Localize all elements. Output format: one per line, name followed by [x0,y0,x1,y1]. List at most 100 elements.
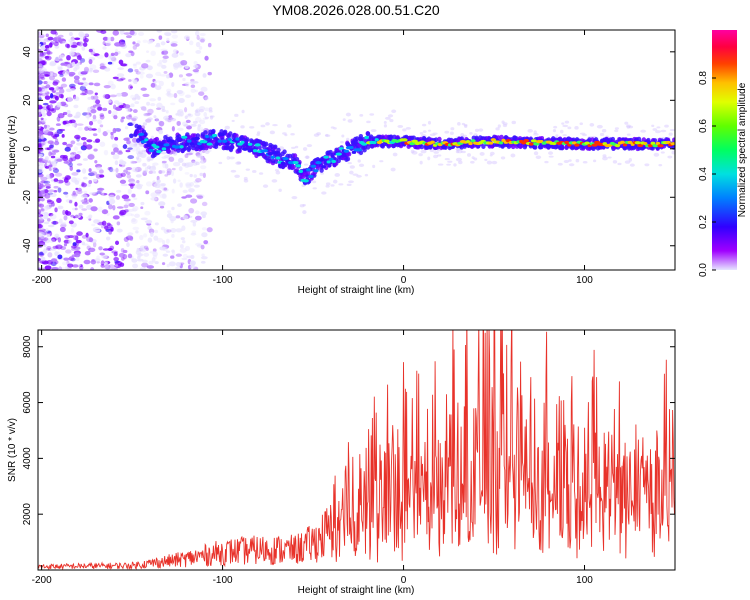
heat-haze-blob [265,122,270,126]
heat-ridge-core [254,143,261,147]
heat-ridge-core [533,142,540,146]
heat-noise-blob [85,111,91,115]
heat-noise-blob [126,139,131,145]
heat-noise-blob [193,81,199,84]
heat-noise-blob [40,176,48,181]
heat-noise-blob [47,218,51,222]
heat-noise-blob [43,221,50,225]
heat-noise-blob [54,56,60,62]
heat-noise-blob [178,90,185,97]
heat-noise-blob [71,177,78,183]
heat-noise-blob [82,77,86,81]
heat-ridge-core [156,149,162,154]
heat-haze-blob [379,160,384,163]
heat-noise-blob [128,202,135,207]
heat-noise-blob [142,93,150,98]
heat-haze-blob [397,124,404,128]
heat-noise-blob [81,70,89,74]
heat-noise-blob [52,81,59,86]
heat-noise-blob [177,203,182,208]
heat-noise-blob [44,129,51,136]
heat-ridge-core [217,139,222,143]
heat-haze-blob [629,163,635,167]
heat-noise-blob [46,234,51,238]
heat-noise-blob [49,62,57,67]
heat-noise-blob [192,221,197,227]
heat-noise-blob [123,204,129,209]
heat-haze-blob [325,184,330,188]
heat-haze-blob [450,127,455,131]
heat-haze-blob [447,160,453,163]
heat-noise-blob [119,262,125,267]
heat-haze-blob [668,132,673,136]
heat-noise-blob [64,61,71,65]
heat-noise-blob [109,94,117,98]
heat-haze-blob [303,163,309,166]
heat-noise-blob [120,92,129,97]
heat-noise-blob [45,33,49,38]
heat-ridge-core [591,143,598,147]
heat-noise-blob [125,235,134,241]
heat-noise-blob [101,192,105,196]
heat-haze-blob [553,125,558,129]
heat-haze-blob [669,128,675,132]
heat-noise-blob [121,116,126,120]
heat-noise-blob [70,227,74,233]
heat-noise-blob [76,55,82,61]
heat-noise-blob [110,36,115,42]
heat-ridge-core [227,137,232,142]
heat-ridge-core [574,143,580,147]
heat-haze-blob [484,158,488,162]
spectrogram-heatmap [38,30,675,270]
heat-noise-blob [190,198,198,204]
heat-noise-blob [53,185,59,189]
heat-noise-blob [104,52,109,58]
heat-haze-blob [614,127,619,130]
heat-haze-blob [226,155,231,160]
heat-noise-blob [83,37,89,43]
heat-haze-blob [320,172,324,175]
heat-noise-blob [40,208,45,212]
heat-ridge-core [184,142,189,147]
heat-haze-blob [138,150,144,155]
heat-noise-blob [166,93,175,98]
heat-haze-blob [411,150,418,155]
heat-ridge-band [166,148,171,154]
heat-haze-blob [291,196,298,200]
heat-ridge-core [355,148,363,152]
heat-noise-blob [203,111,208,117]
heat-ridge-band [273,144,278,150]
heat-noise-blob [138,31,145,36]
heat-noise-blob [38,57,45,60]
heat-haze-blob [333,179,338,184]
heat-noise-blob [153,182,161,189]
heat-noise-blob [52,245,59,249]
heat-noise-blob [162,55,169,60]
heat-noise-blob [68,220,74,225]
heat-noise-blob [116,221,121,226]
heat-noise-blob [63,177,69,183]
heat-noise-blob [203,107,210,112]
heat-haze-blob [624,121,629,125]
heat-noise-blob [204,96,210,101]
heat-ridge-band [211,128,216,134]
heat-noise-blob [207,42,212,48]
heat-haze-blob [628,157,633,162]
heat-noise-blob [43,180,51,185]
heat-haze-blob [462,134,468,138]
heat-haze-blob [453,163,457,167]
heat-noise-blob [76,231,83,236]
heat-haze-blob [533,151,539,156]
heat-noise-blob [67,96,73,102]
heat-noise-blob [178,97,185,104]
heat-noise-blob [180,237,185,241]
heat-noise-blob [160,48,168,52]
heat-noise-blob [49,213,57,220]
heat-noise-blob [189,260,196,266]
heat-noise-blob [149,98,157,102]
heat-noise-blob [112,30,120,36]
heat-noise-blob [108,204,113,210]
heat-noise-blob [67,113,73,118]
snr-y-label: SNR (10 * v/v) [7,418,18,482]
heat-noise-blob [38,264,41,268]
